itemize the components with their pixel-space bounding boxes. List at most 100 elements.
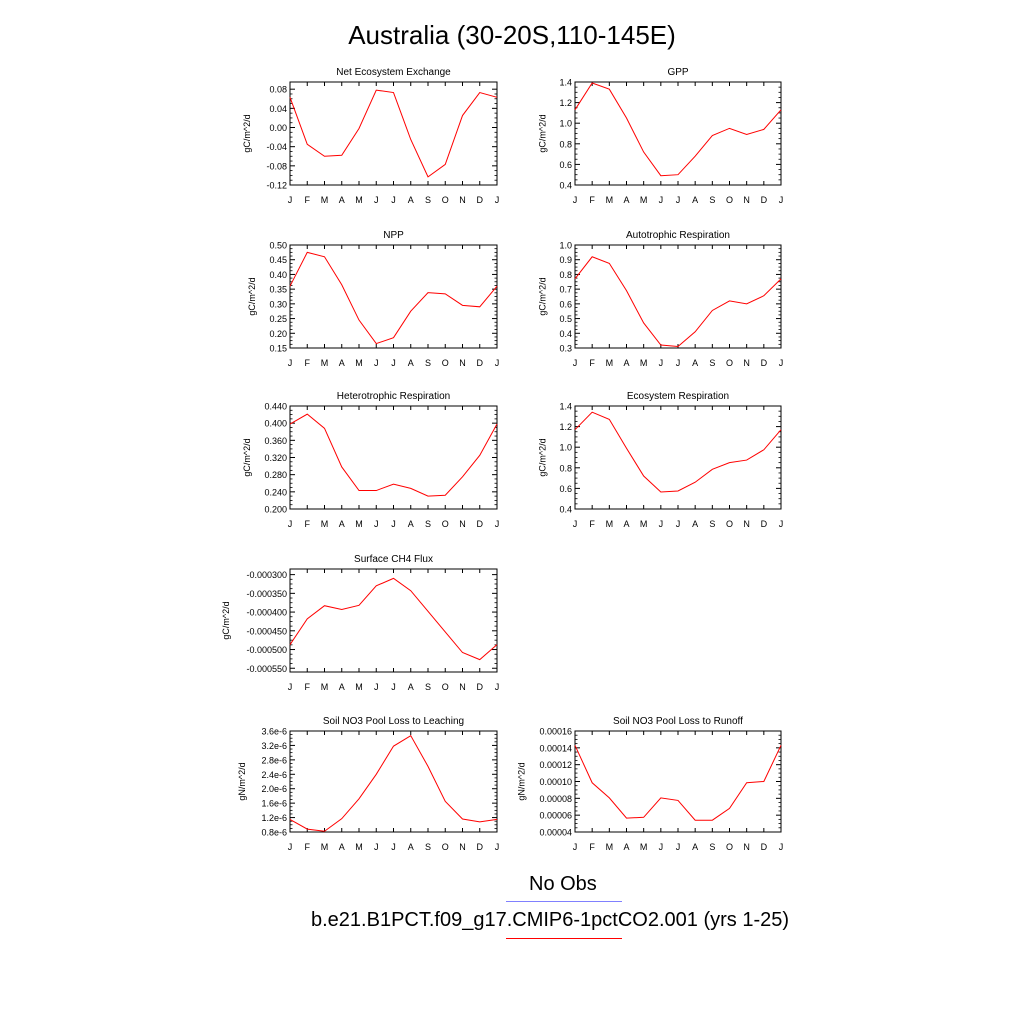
chart-title: Soil NO3 Pool Loss to Leaching bbox=[323, 716, 464, 727]
series-line bbox=[289, 89, 498, 178]
y-tick-label: 0.40 bbox=[269, 270, 287, 280]
x-tick-label: N bbox=[743, 195, 750, 205]
x-tick-label: O bbox=[726, 195, 733, 205]
x-tick-label: F bbox=[305, 682, 311, 692]
y-tick-label: 1.4 bbox=[559, 78, 572, 88]
x-tick-label: N bbox=[743, 519, 750, 529]
x-tick-label: A bbox=[339, 519, 345, 529]
x-tick-label: O bbox=[726, 519, 733, 529]
plot-frame bbox=[289, 81, 498, 186]
y-tick-label: 0.280 bbox=[264, 470, 287, 480]
x-tick-label: N bbox=[459, 519, 466, 529]
y-tick-label: 1.2e-6 bbox=[261, 813, 287, 823]
x-tick-label: A bbox=[408, 358, 414, 368]
x-tick-label: M bbox=[355, 682, 363, 692]
y-tick-label: 1.6e-6 bbox=[261, 799, 287, 809]
x-tick-label: J bbox=[288, 358, 293, 368]
x-tick-label: J bbox=[374, 842, 379, 852]
x-tick-label: J bbox=[374, 195, 379, 205]
x-tick-label: A bbox=[623, 519, 629, 529]
series-line bbox=[574, 256, 782, 348]
x-tick-label: D bbox=[477, 358, 484, 368]
x-tick-label: J bbox=[676, 842, 681, 852]
x-tick-label: O bbox=[442, 358, 449, 368]
y-axis-label: gC/m^2/d bbox=[537, 277, 547, 315]
x-tick-label: F bbox=[305, 195, 311, 205]
x-tick-label: J bbox=[779, 842, 784, 852]
y-tick-label: -0.000400 bbox=[246, 608, 287, 618]
x-tick-label: J bbox=[391, 195, 396, 205]
plot-frame bbox=[574, 730, 782, 833]
x-tick-label: D bbox=[761, 195, 768, 205]
y-tick-label: 2.8e-6 bbox=[261, 755, 287, 765]
x-tick-label: J bbox=[495, 195, 500, 205]
y-tick-label: 0.200 bbox=[264, 505, 287, 515]
y-tick-label: 0.9 bbox=[559, 255, 572, 265]
y-axis-label: gC/m^2/d bbox=[537, 438, 547, 476]
legend-model-label: b.e21.B1PCT.f09_g17.CMIP6-1pctCO2.001 (y… bbox=[311, 909, 790, 931]
x-tick-label: J bbox=[391, 519, 396, 529]
x-tick-label: N bbox=[459, 195, 466, 205]
x-tick-label: A bbox=[408, 682, 414, 692]
x-tick-label: D bbox=[477, 682, 484, 692]
y-tick-label: -0.08 bbox=[266, 161, 287, 171]
chart-title: Surface CH4 Flux bbox=[354, 554, 433, 565]
x-tick-label: M bbox=[321, 195, 329, 205]
y-tick-label: -0.000550 bbox=[246, 664, 287, 674]
y-tick-label: 1.2 bbox=[559, 98, 572, 108]
x-tick-label: O bbox=[442, 682, 449, 692]
y-tick-label: -0.000500 bbox=[246, 645, 287, 655]
plot-frame bbox=[289, 568, 498, 673]
x-tick-label: J bbox=[288, 682, 293, 692]
y-tick-label: 0.20 bbox=[269, 329, 287, 339]
x-tick-label: M bbox=[355, 842, 363, 852]
y-tick-label: 0.7 bbox=[559, 285, 572, 295]
y-tick-label: -0.04 bbox=[266, 142, 287, 152]
x-tick-label: F bbox=[305, 519, 311, 529]
y-tick-label: 0.400 bbox=[264, 419, 287, 429]
y-tick-label: 0.25 bbox=[269, 314, 287, 324]
x-tick-label: O bbox=[726, 358, 733, 368]
x-tick-label: O bbox=[442, 519, 449, 529]
y-axis-label: gC/m^2/d bbox=[221, 601, 231, 639]
x-tick-label: A bbox=[623, 358, 629, 368]
y-tick-label: 3.2e-6 bbox=[261, 741, 287, 751]
x-tick-label: N bbox=[459, 358, 466, 368]
x-tick-label: M bbox=[355, 519, 363, 529]
y-tick-label: 0.50 bbox=[269, 241, 287, 251]
x-tick-label: J bbox=[573, 519, 578, 529]
chart-title: Heterotrophic Respiration bbox=[337, 391, 450, 402]
y-tick-label: 0.3 bbox=[559, 344, 572, 354]
x-tick-label: J bbox=[779, 358, 784, 368]
page-title: Australia (30-20S,110-145E) bbox=[348, 20, 676, 50]
plot-frame bbox=[289, 244, 498, 349]
x-tick-label: J bbox=[676, 195, 681, 205]
legend-obs-label: No Obs bbox=[529, 873, 597, 895]
y-tick-label: 0.04 bbox=[269, 104, 287, 114]
chart-title: Net Ecosystem Exchange bbox=[336, 67, 451, 78]
y-axis-label: gC/m^2/d bbox=[247, 277, 257, 315]
x-tick-label: D bbox=[761, 519, 768, 529]
y-tick-label: 0.4 bbox=[559, 329, 572, 339]
x-tick-label: J bbox=[374, 358, 379, 368]
y-tick-label: 0.6 bbox=[559, 160, 572, 170]
y-tick-label: -0.000350 bbox=[246, 589, 287, 599]
y-tick-label: 0.8e-6 bbox=[261, 828, 287, 838]
x-tick-label: A bbox=[339, 358, 345, 368]
x-tick-label: A bbox=[623, 842, 629, 852]
series-line bbox=[289, 251, 498, 345]
series-line bbox=[289, 413, 498, 497]
chart-title: NPP bbox=[383, 230, 404, 241]
y-tick-label: 0.8 bbox=[559, 270, 572, 280]
x-tick-label: F bbox=[589, 842, 595, 852]
x-tick-label: F bbox=[305, 842, 311, 852]
plot-frame bbox=[289, 405, 498, 510]
x-tick-label: O bbox=[442, 195, 449, 205]
x-tick-label: J bbox=[659, 519, 664, 529]
y-tick-label: 0.00016 bbox=[539, 727, 572, 737]
